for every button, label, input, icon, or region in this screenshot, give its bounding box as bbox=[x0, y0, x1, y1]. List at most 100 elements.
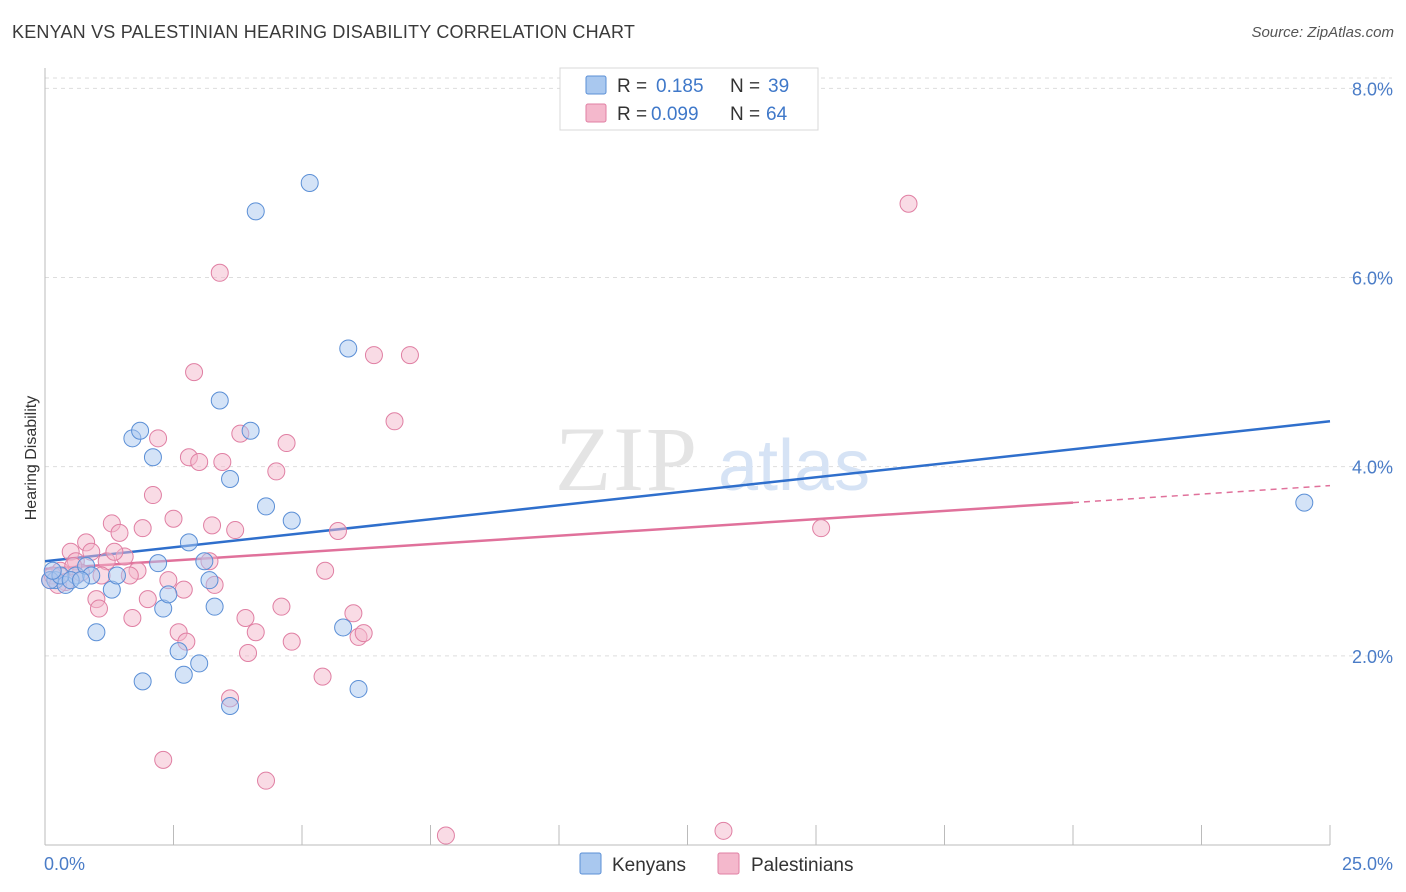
palestinian-point-50 bbox=[400, 346, 419, 365]
palestinian-point-9 bbox=[110, 523, 129, 542]
y-tick-label-0: 2.0% bbox=[1352, 647, 1393, 667]
kenyan-point-18 bbox=[195, 552, 214, 571]
palestinian-point-16 bbox=[149, 429, 168, 448]
palestinian-point-35 bbox=[239, 644, 258, 663]
palestinian-point-43 bbox=[316, 561, 335, 580]
palestinian-point-34 bbox=[236, 609, 255, 628]
kenyan-point-23 bbox=[221, 696, 240, 715]
palestinian-point-45 bbox=[344, 604, 363, 623]
legend-swatch-kenyans bbox=[585, 75, 607, 95]
x-tick-label-1: 25.0% bbox=[1342, 854, 1393, 874]
palestinian-point-37 bbox=[257, 771, 276, 790]
kenyan-point-25 bbox=[246, 202, 265, 221]
kenyan-point-20 bbox=[205, 597, 224, 616]
legend-n-value-palestinians: 64 bbox=[766, 104, 788, 125]
palestinian-point-52 bbox=[714, 821, 733, 840]
axes bbox=[44, 68, 1331, 846]
palestinian-point-13 bbox=[133, 519, 152, 538]
y-tick-labels: 2.0% 4.0% 6.0% 8.0% bbox=[1352, 79, 1393, 666]
bottom-legend-swatch-palestinians bbox=[717, 852, 740, 875]
kenyan-point-11 bbox=[149, 554, 168, 573]
bottom-legend-label-palestinians: Palestinians bbox=[751, 855, 853, 876]
kenyan-point-15 bbox=[174, 665, 193, 684]
palestinian-point-38 bbox=[267, 462, 286, 481]
palestinian-point-48 bbox=[364, 346, 383, 365]
palestinian-point-44 bbox=[328, 522, 347, 540]
palestinian-point-29 bbox=[210, 263, 229, 282]
legend-swatch-palestinians bbox=[585, 103, 607, 123]
palestinian-point-24 bbox=[185, 363, 204, 382]
legend-n-label-palestinians: N = bbox=[730, 104, 760, 125]
palestinian-point-53 bbox=[812, 519, 831, 538]
palestinian-point-60 bbox=[105, 542, 124, 561]
kenyan-point-31 bbox=[349, 679, 368, 698]
legend-r-value-palestinians: 0.099 bbox=[651, 104, 699, 125]
kenyan-point-14 bbox=[169, 642, 188, 661]
palestinian-point-17 bbox=[154, 750, 173, 769]
palestinian-point-25 bbox=[190, 452, 209, 471]
kenyan-point-27 bbox=[282, 511, 301, 530]
chart-title: KENYAN VS PALESTINIAN HEARING DISABILITY… bbox=[12, 22, 636, 42]
palestinian-point-41 bbox=[282, 632, 301, 651]
palestinian-point-27 bbox=[203, 516, 222, 535]
kenyan-point-17 bbox=[190, 654, 209, 673]
y-tick-label-2: 6.0% bbox=[1352, 269, 1393, 289]
palestinian-point-40 bbox=[277, 434, 296, 453]
palestinian-point-14 bbox=[138, 590, 157, 609]
palestinian-point-30 bbox=[213, 452, 232, 471]
palestinian-point-19 bbox=[164, 509, 183, 528]
kenyan-point-16 bbox=[179, 533, 198, 552]
palestinian-point-42 bbox=[313, 667, 332, 686]
palestinian-point-32 bbox=[226, 521, 245, 540]
x-tick-label-0: 0.0% bbox=[44, 854, 85, 874]
kenyan-point-28 bbox=[300, 173, 319, 192]
kenyan-point-32 bbox=[1295, 493, 1314, 512]
bottom-legend-swatch-kenyans bbox=[579, 852, 602, 875]
palestinian-point-6 bbox=[89, 599, 108, 618]
legend-r-label-palestinians: R = bbox=[617, 104, 647, 125]
palestinian-point-54 bbox=[899, 194, 918, 213]
kenyan-point-29 bbox=[334, 618, 353, 637]
kenyan-point-24 bbox=[241, 421, 260, 440]
gridlines bbox=[45, 77, 1392, 657]
y-axis-label: Hearing Disability bbox=[23, 396, 40, 521]
x-tick-labels: 0.0% 25.0% bbox=[44, 854, 1393, 874]
palestinian-point-15 bbox=[143, 486, 162, 505]
kenyan-trend-line bbox=[44, 420, 1331, 563]
kenyan-point-7 bbox=[107, 566, 126, 585]
legend-r-value-kenyans: 0.185 bbox=[656, 76, 704, 97]
kenyan-point-19 bbox=[200, 571, 219, 590]
kenyan-point-13 bbox=[159, 585, 178, 604]
kenyan-point-21 bbox=[210, 391, 229, 410]
palestinian-trend-line-extension bbox=[1072, 484, 1331, 504]
kenyan-point-10 bbox=[143, 448, 162, 467]
data-points bbox=[41, 173, 1314, 845]
legend-box: R = 0.185 N = 39 R = 0.099 N = 64 bbox=[559, 67, 819, 131]
legend-n-value-kenyans: 39 bbox=[768, 76, 789, 97]
palestinian-point-49 bbox=[385, 412, 404, 431]
palestinian-point-36 bbox=[246, 623, 265, 642]
legend-r-label-kenyans: R = bbox=[617, 76, 647, 97]
kenyan-point-9 bbox=[131, 421, 150, 440]
palestinian-point-51 bbox=[436, 826, 455, 845]
watermark-atlas: atlas bbox=[718, 426, 870, 506]
source-label: Source: ZipAtlas.com bbox=[1251, 24, 1394, 41]
kenyan-point-22 bbox=[221, 469, 240, 488]
bottom-legend: Kenyans Palestinians bbox=[579, 852, 853, 876]
kenyan-point-37 bbox=[43, 561, 62, 580]
kenyan-point-26 bbox=[257, 497, 276, 516]
bottom-legend-label-kenyans: Kenyans bbox=[612, 855, 686, 876]
watermark: ZIP atlas bbox=[555, 408, 870, 510]
legend-n-label-kenyans: N = bbox=[730, 76, 760, 97]
palestinian-point-11 bbox=[123, 609, 142, 628]
y-tick-label-1: 4.0% bbox=[1352, 458, 1393, 478]
palestinian-point-21 bbox=[174, 580, 193, 599]
palestinian-point-39 bbox=[272, 597, 291, 616]
kenyan-point-30 bbox=[339, 339, 358, 358]
palestinian-point-47 bbox=[354, 624, 373, 643]
watermark-zip: ZIP bbox=[555, 408, 699, 510]
y-tick-label-3: 8.0% bbox=[1352, 79, 1393, 99]
kenyan-point-5 bbox=[87, 623, 106, 642]
kenyan-point-35 bbox=[133, 672, 152, 691]
